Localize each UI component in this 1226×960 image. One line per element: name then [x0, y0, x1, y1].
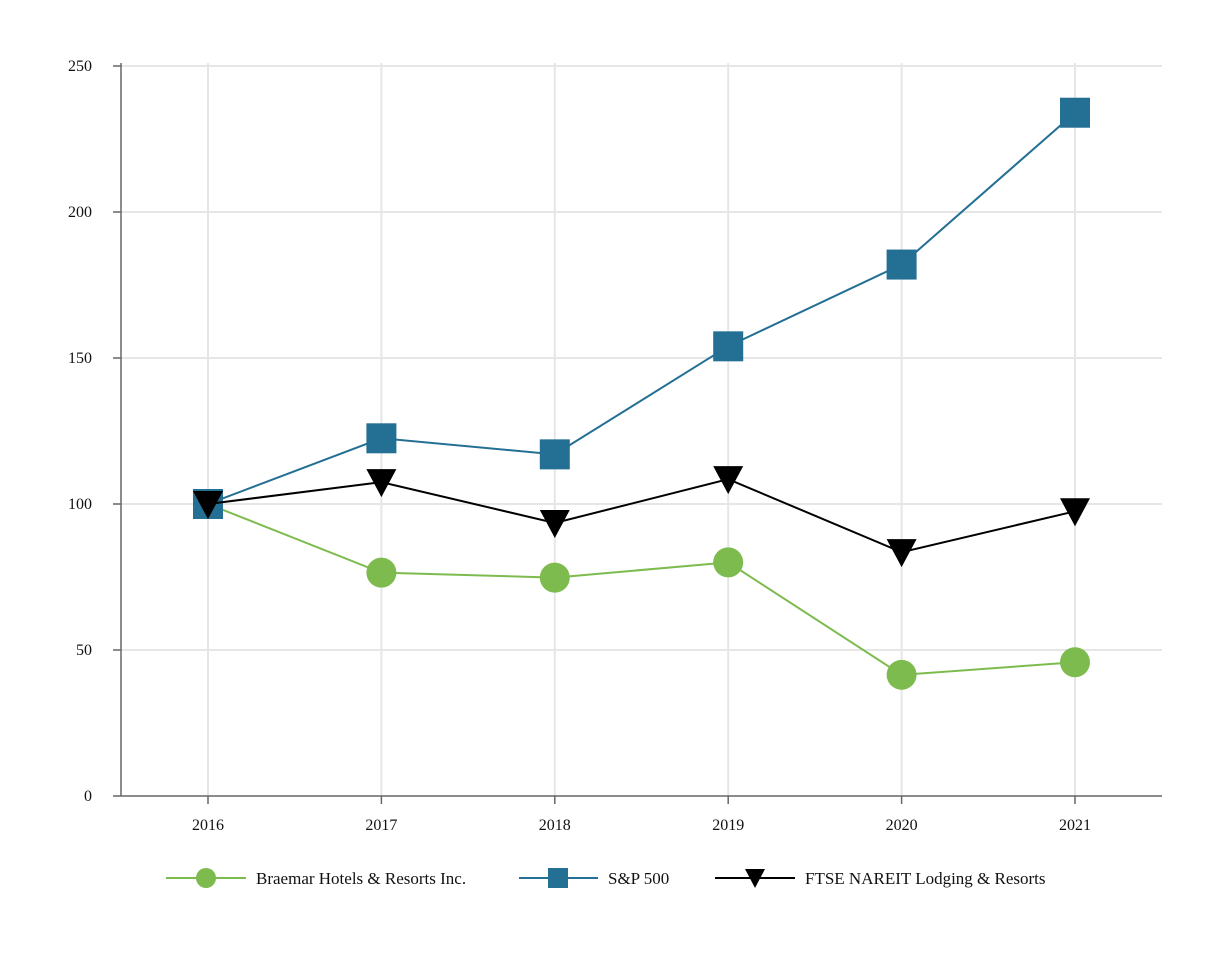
data-point	[366, 423, 397, 454]
y-tick-label: 250	[68, 58, 92, 75]
x-tick-labels: 2016 2017 2018 2019 2020 2021	[192, 796, 1091, 834]
series-line	[207, 478, 1076, 554]
series-circle	[193, 489, 1090, 690]
y-tick-label: 150	[68, 350, 92, 367]
y-tick-label: 0	[84, 788, 92, 805]
legend: Braemar Hotels & Resorts Inc. S&P 500 FTSE…	[166, 868, 1046, 888]
legend-marker	[548, 868, 568, 888]
y-tick-labels: 0 50 100 150 200 250	[68, 58, 121, 805]
data-point	[713, 331, 744, 362]
legend-marker	[196, 868, 216, 888]
legend-item: S&P 500	[519, 868, 669, 888]
y-tick-label: 50	[76, 642, 92, 659]
data-point	[366, 557, 397, 588]
data-point	[713, 466, 744, 495]
series-layer	[193, 97, 1090, 690]
series-triangle-down	[193, 466, 1090, 568]
data-point	[1060, 498, 1090, 527]
y-tick-label: 200	[68, 204, 92, 221]
data-point	[1060, 97, 1090, 128]
x-tick-label: 2019	[712, 817, 744, 834]
x-tick-label: 2016	[192, 817, 224, 834]
legend-item: Braemar Hotels & Resorts Inc.	[166, 868, 466, 888]
series-line	[207, 111, 1076, 505]
data-point	[539, 439, 570, 470]
data-point	[713, 547, 744, 578]
data-point	[539, 562, 570, 593]
data-point	[886, 659, 917, 690]
data-point	[366, 469, 397, 498]
data-point	[193, 491, 223, 519]
series-line	[207, 503, 1076, 676]
legend-marker	[745, 869, 765, 888]
axes	[120, 63, 1162, 797]
x-tick-label: 2017	[365, 817, 397, 834]
data-point	[539, 509, 570, 538]
x-tick-label: 2021	[1059, 817, 1091, 834]
y-tick-label: 100	[68, 496, 92, 513]
legend-label: S&P 500	[608, 869, 669, 888]
x-tick-label: 2020	[886, 817, 918, 834]
data-point	[1060, 647, 1090, 678]
data-point	[886, 249, 917, 280]
legend-label: Braemar Hotels & Resorts Inc.	[256, 869, 466, 888]
legend-item: FTSE NAREIT Lodging & Resorts	[715, 869, 1046, 888]
legend-label: FTSE NAREIT Lodging & Resorts	[805, 869, 1046, 888]
x-tick-label: 2018	[539, 817, 571, 834]
series-square	[193, 97, 1090, 519]
data-point	[886, 539, 917, 568]
